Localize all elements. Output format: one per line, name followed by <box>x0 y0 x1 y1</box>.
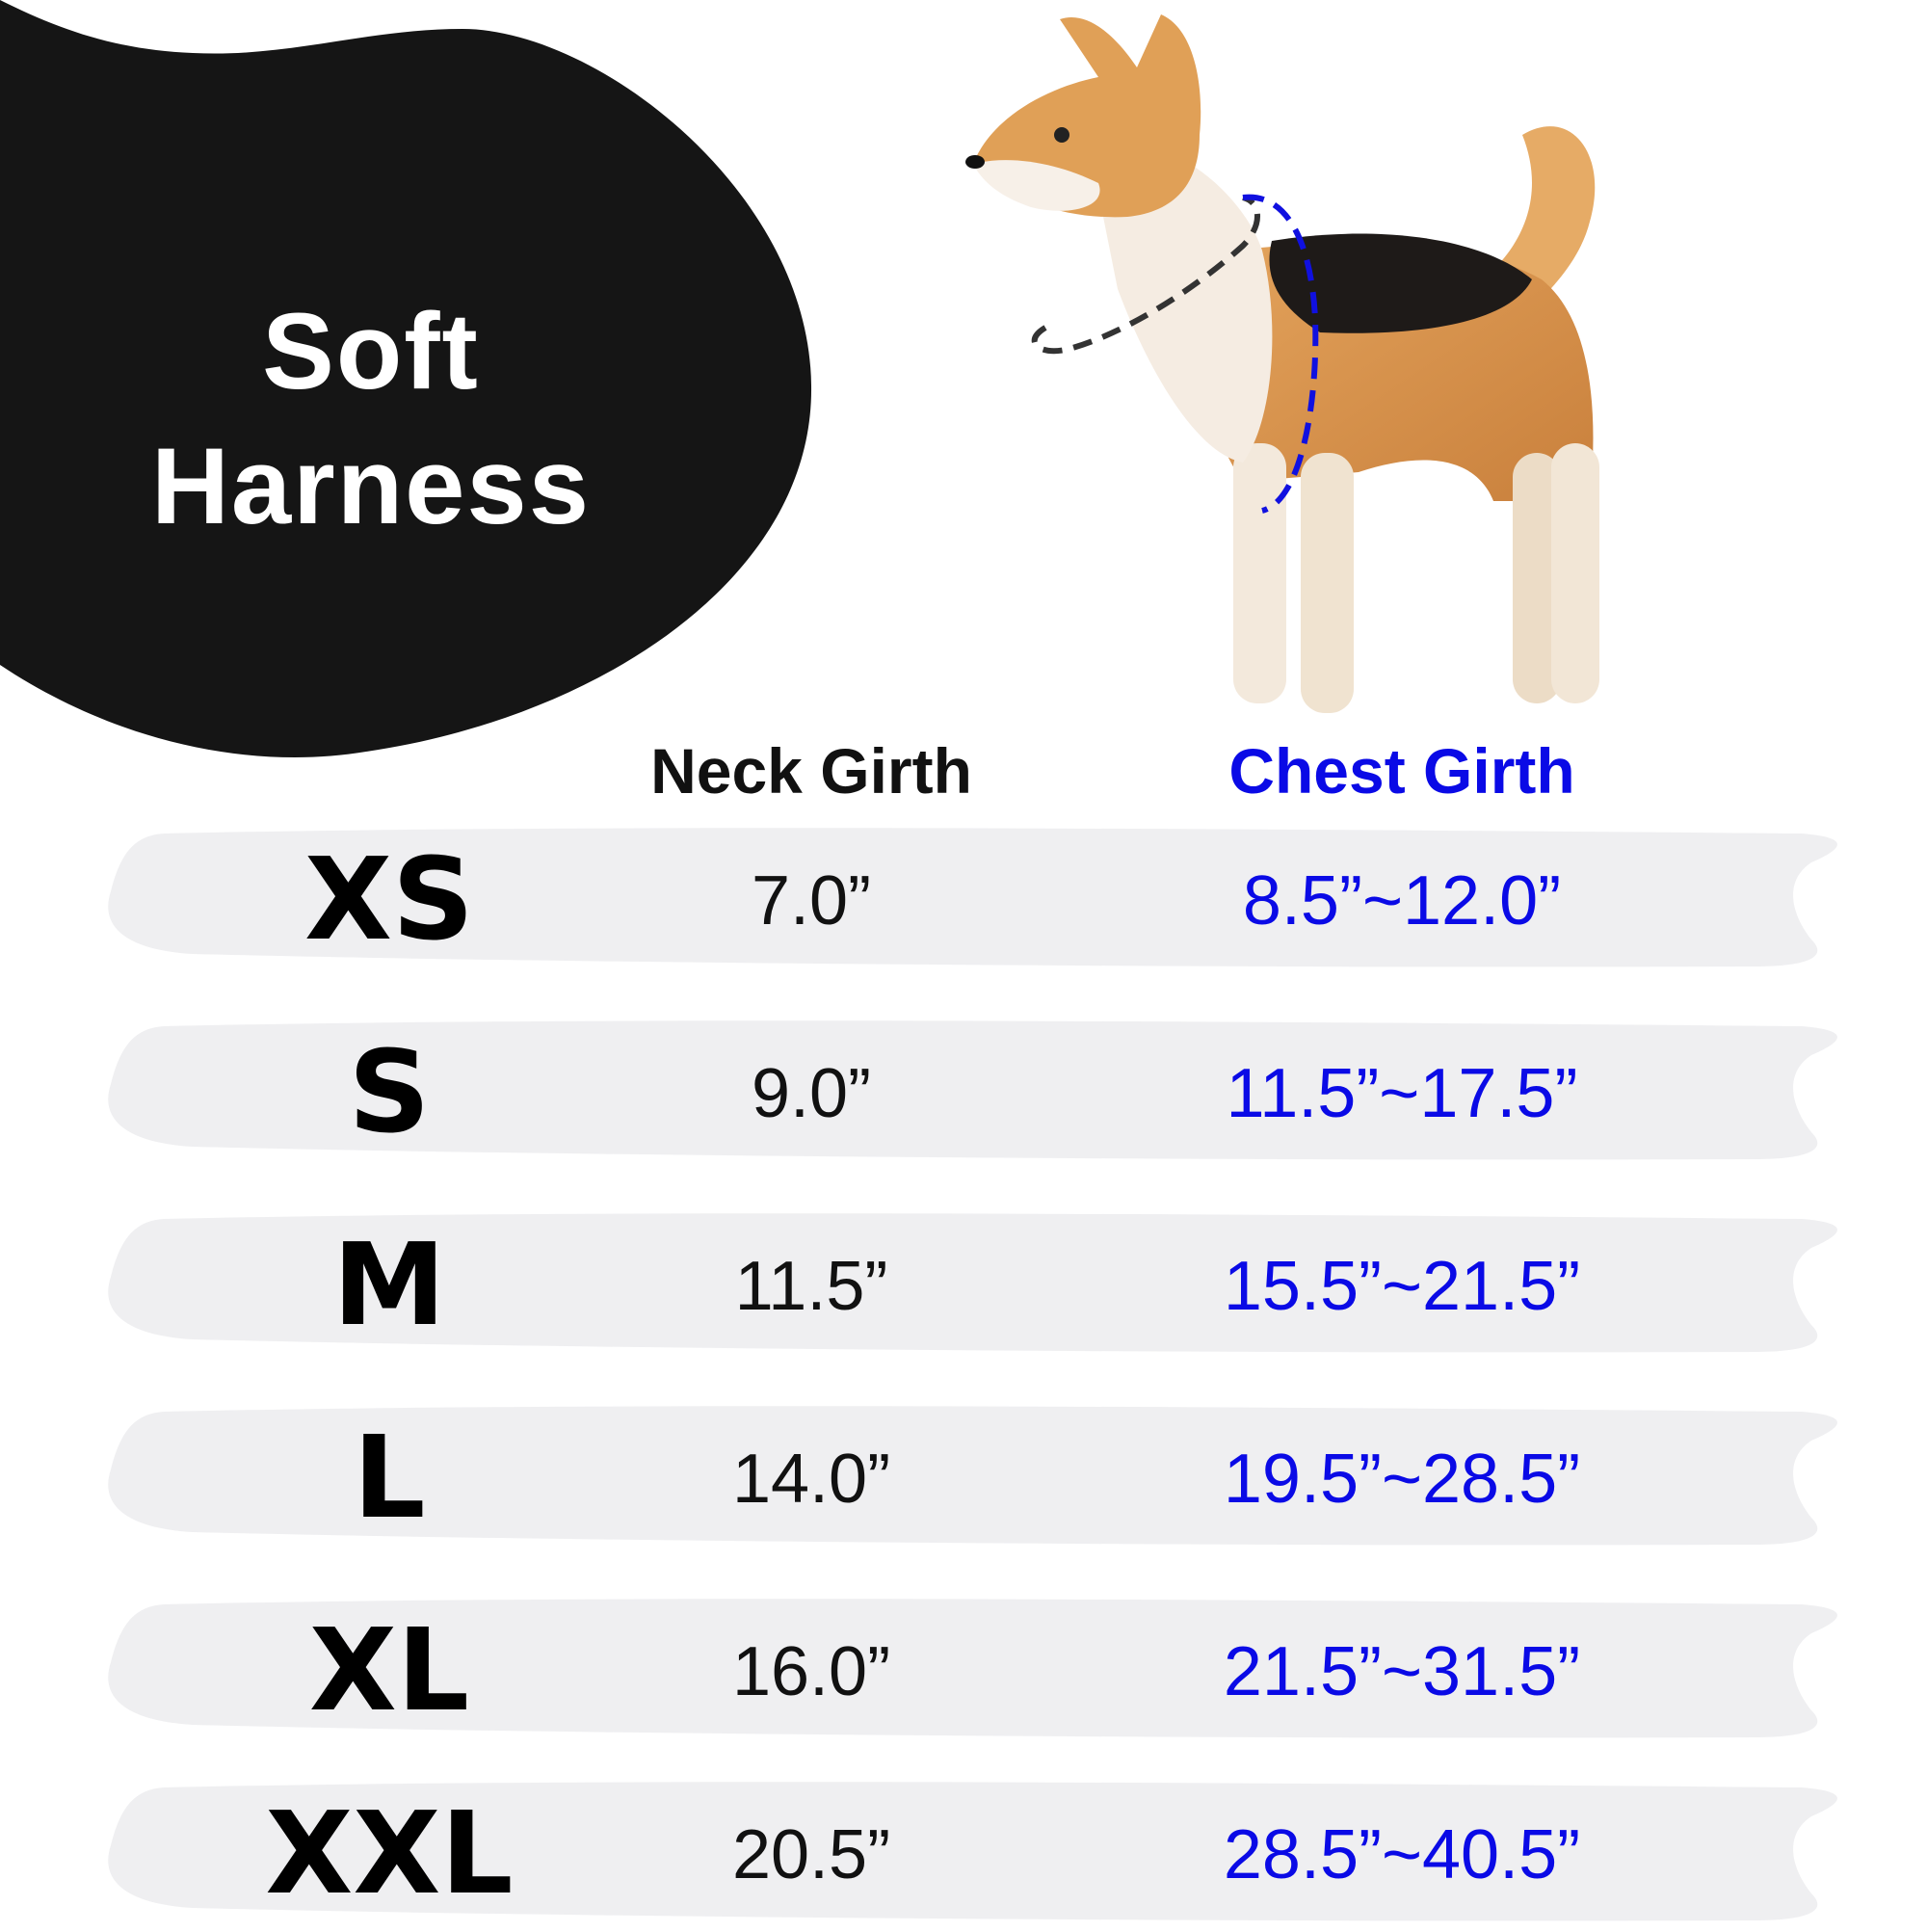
size-label: XL <box>308 1603 470 1736</box>
size-label: XS <box>304 833 474 966</box>
header-chest-girth: Chest Girth <box>1228 735 1575 807</box>
chest-girth-value: 11.5”~17.5” <box>1226 1055 1578 1132</box>
chest-girth-value: 19.5”~28.5” <box>1223 1441 1581 1518</box>
size-row: M 11.5” 15.5”~21.5” <box>0 1209 1927 1363</box>
size-row: XL 16.0” 21.5”~31.5” <box>0 1595 1927 1749</box>
neck-girth-value: 9.0” <box>751 1055 872 1132</box>
size-label: L <box>353 1411 426 1544</box>
neck-girth-value: 16.0” <box>731 1633 891 1710</box>
size-row: S 9.0” 11.5”~17.5” <box>0 1017 1927 1171</box>
dog-illustration <box>965 14 1599 713</box>
size-label: M <box>332 1218 446 1351</box>
neck-girth-value: 7.0” <box>751 862 872 940</box>
chest-girth-value: 21.5”~31.5” <box>1223 1633 1581 1710</box>
row-background <box>108 1599 1837 1738</box>
size-row: XS 7.0” 8.5”~12.0” <box>0 824 1927 978</box>
neck-girth-value: 14.0” <box>731 1441 891 1518</box>
size-row: L 14.0” 19.5”~28.5” <box>0 1402 1927 1556</box>
neck-girth-value: 20.5” <box>731 1816 891 1893</box>
title-line-1: Soft <box>262 291 480 411</box>
chest-girth-value: 8.5”~12.0” <box>1242 862 1562 940</box>
title-blob <box>0 0 812 757</box>
row-background <box>108 1020 1837 1160</box>
row-background <box>108 828 1837 967</box>
row-background <box>108 1406 1837 1546</box>
row-background <box>108 1782 1837 1921</box>
chest-girth-value: 28.5”~40.5” <box>1223 1816 1581 1893</box>
header-neck-girth: Neck Girth <box>650 735 972 807</box>
size-row: XXL 20.5” 28.5”~40.5” <box>0 1778 1927 1932</box>
neck-girth-value: 11.5” <box>734 1248 888 1325</box>
size-label: S <box>348 1025 431 1158</box>
size-label: XXL <box>265 1786 514 1919</box>
chest-girth-value: 15.5”~21.5” <box>1223 1248 1581 1325</box>
row-background <box>108 1213 1837 1353</box>
title-line-2: Harness <box>150 426 592 546</box>
